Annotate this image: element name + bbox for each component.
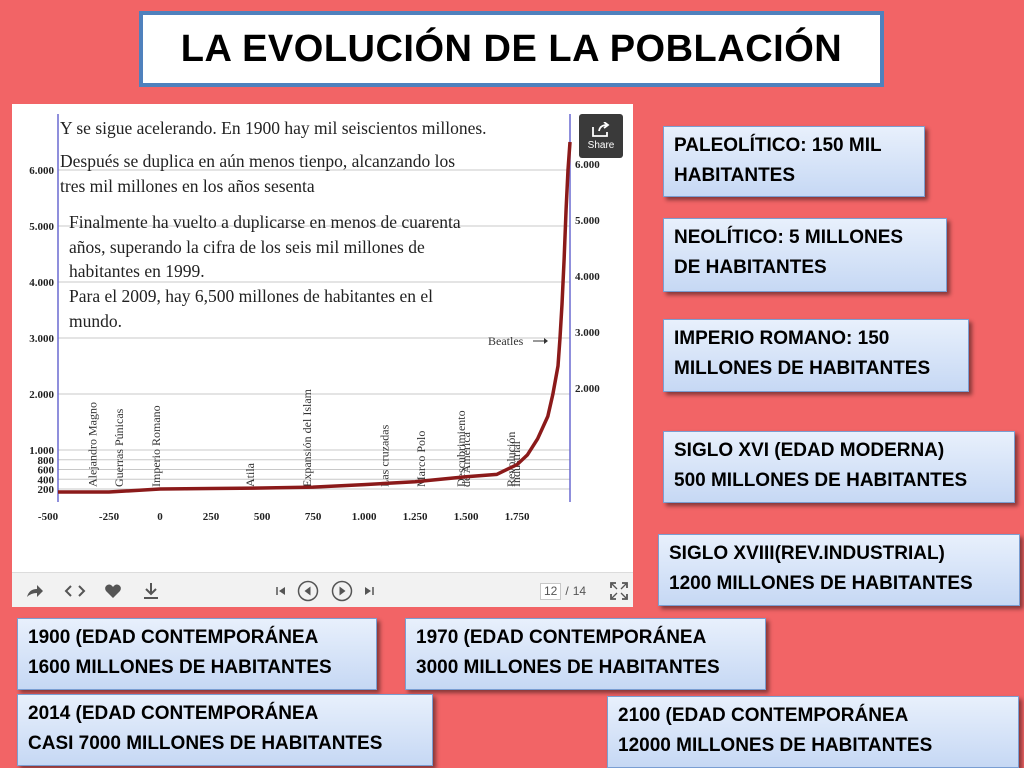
heart-icon[interactable] bbox=[102, 581, 124, 601]
chart-annotation: Y se sigue acelerando. En 1900 hay mil s… bbox=[60, 118, 487, 138]
x-tick-label: 750 bbox=[305, 511, 322, 523]
y-tick-label-right: 2.000 bbox=[575, 383, 600, 395]
x-tick-label: -500 bbox=[38, 511, 59, 523]
info-box-line1: NEOLÍTICO: 5 MILLONES bbox=[674, 227, 904, 248]
info-box-siglo-xviii: SIGLO XVIII(REV.INDUSTRIAL) 1200 MILLONE… bbox=[658, 534, 1020, 606]
info-box-line1: PALEOLÍTICO: 150 MIL bbox=[674, 135, 882, 156]
viewer-toolbar: 12 / 14 bbox=[12, 572, 633, 607]
event-label: de América bbox=[459, 431, 473, 487]
info-box-line1: IMPERIO ROMANO: 150 bbox=[674, 328, 890, 349]
event-label: Descubrimiento bbox=[454, 410, 468, 487]
info-box-line2: MILLONES DE HABITANTES bbox=[674, 358, 931, 379]
info-box-line2: 12000 MILLONES DE HABITANTES bbox=[618, 735, 933, 756]
slide-pager: 12 / 14 bbox=[540, 582, 586, 600]
x-tick-label: 1.250 bbox=[403, 511, 428, 523]
y-tick-label: 1.000 bbox=[29, 445, 54, 457]
embed-code-icon[interactable] bbox=[64, 581, 86, 601]
info-box-line1: SIGLO XVI (EDAD MODERNA) bbox=[674, 440, 945, 461]
y-tick-label: 800 bbox=[38, 455, 55, 467]
chart-annotation: Después se duplica en aún menos tienpo, … bbox=[60, 151, 455, 171]
current-slide-number[interactable]: 12 bbox=[540, 582, 562, 600]
info-box-line1: SIGLO XVIII(REV.INDUSTRIAL) bbox=[669, 543, 945, 564]
info-box-2014: 2014 (EDAD CONTEMPORÁNEA CASI 7000 MILLO… bbox=[17, 694, 433, 766]
event-label: Expansión del Islam bbox=[300, 388, 314, 487]
total-slides: 14 bbox=[572, 584, 587, 598]
info-box-line2: 1600 MILLONES DE HABITANTES bbox=[28, 657, 332, 678]
y-tick-label-right: 3.000 bbox=[575, 327, 600, 339]
y-tick-label: 5.000 bbox=[29, 221, 54, 233]
chart-annotation: habitantes en 1999. bbox=[69, 261, 205, 281]
y-tick-label: 2.000 bbox=[29, 389, 54, 401]
y-tick-label: 600 bbox=[38, 465, 55, 477]
last-slide-icon[interactable] bbox=[358, 581, 380, 601]
share-arrow-icon[interactable] bbox=[24, 581, 46, 601]
slide-embed-viewer: 6.000 5.000 4.000 3.000 2.000 1.000 800 600 400 2… bbox=[12, 104, 633, 607]
event-label: Las cruzadas bbox=[378, 424, 392, 487]
info-box-siglo-xvi: SIGLO XVI (EDAD MODERNA) 500 MILLONES DE… bbox=[663, 431, 1015, 503]
y-tick-label: 6.000 bbox=[29, 165, 54, 177]
share-label: Share bbox=[587, 139, 615, 151]
event-label: Alejandro Magno bbox=[86, 402, 100, 487]
y-tick-label-right: 5.000 bbox=[575, 215, 600, 227]
info-box-line2: DE HABITANTES bbox=[674, 257, 827, 278]
y-tick-label-right: 4.000 bbox=[575, 271, 600, 283]
info-box-line2: HABITANTES bbox=[674, 165, 796, 186]
event-label: Atila bbox=[243, 462, 257, 487]
event-label: Revolución bbox=[504, 432, 518, 487]
info-box-line1: 2014 (EDAD CONTEMPORÁNEA bbox=[28, 703, 319, 724]
info-box-neolitico: NEOLÍTICO: 5 MILLONES DE HABITANTES bbox=[663, 218, 947, 292]
chart-annotation: Finalmente ha vuelto a duplicarse en men… bbox=[69, 212, 461, 232]
event-label: Guerras Púnicas bbox=[112, 408, 126, 487]
x-tick-label: 0 bbox=[157, 511, 163, 523]
x-tick-label: 500 bbox=[254, 511, 271, 523]
chart-annotation: Para el 2009, hay 6,500 millones de habi… bbox=[69, 286, 433, 306]
y-tick-label: 400 bbox=[38, 474, 55, 486]
first-slide-icon[interactable] bbox=[270, 581, 292, 601]
event-label: Marco Polo bbox=[414, 431, 428, 487]
info-box-line1: 1900 (EDAD CONTEMPORÁNEA bbox=[28, 627, 319, 648]
chart-annotation: mundo. bbox=[69, 311, 122, 331]
info-box-line2: 1200 MILLONES DE HABITANTES bbox=[669, 573, 973, 594]
info-box-line2: 500 MILLONES DE HABITANTES bbox=[674, 470, 968, 491]
event-label: Imperio Romano bbox=[149, 405, 163, 487]
download-icon[interactable] bbox=[140, 581, 162, 601]
x-tick-label: 1.000 bbox=[352, 511, 377, 523]
info-box-paleolitico: PALEOLÍTICO: 150 MIL HABITANTES bbox=[663, 126, 925, 197]
info-box-1970: 1970 (EDAD CONTEMPORÁNEA 3000 MILLONES D… bbox=[405, 618, 766, 690]
previous-icon[interactable] bbox=[297, 580, 319, 602]
info-box-line2: 3000 MILLONES DE HABITANTES bbox=[416, 657, 720, 678]
population-chart: 6.0005.0004.0003.0002.0001.0008006004002… bbox=[29, 114, 600, 523]
chart-annotation: años, superando la cifra de los seis mil… bbox=[69, 237, 425, 257]
fullscreen-icon[interactable] bbox=[608, 581, 630, 601]
beatles-label: Beatles bbox=[488, 334, 524, 348]
next-icon[interactable] bbox=[331, 580, 353, 602]
share-icon bbox=[592, 121, 610, 137]
x-tick-label: 250 bbox=[203, 511, 220, 523]
share-button[interactable]: Share bbox=[579, 114, 623, 158]
x-tick-label: 1.500 bbox=[454, 511, 479, 523]
y-tick-label: 200 bbox=[38, 484, 55, 496]
x-tick-label: 1.750 bbox=[505, 511, 530, 523]
slide-title: LA EVOLUCIÓN DE LA POBLACIÓN bbox=[139, 11, 884, 87]
info-box-imperio-romano: IMPERIO ROMANO: 150 MILLONES DE HABITANT… bbox=[663, 319, 969, 392]
x-tick-label: -250 bbox=[99, 511, 120, 523]
info-box-1900: 1900 (EDAD CONTEMPORÁNEA 1600 MILLONES D… bbox=[17, 618, 377, 690]
population-line bbox=[58, 141, 572, 494]
y-tick-label: 3.000 bbox=[29, 333, 54, 345]
info-box-2100: 2100 (EDAD CONTEMPORÁNEA 12000 MILLONES … bbox=[607, 696, 1019, 768]
y-tick-label: 4.000 bbox=[29, 277, 54, 289]
info-box-line1: 1970 (EDAD CONTEMPORÁNEA bbox=[416, 627, 707, 648]
chart-annotation: tres mil millones en los años sesenta bbox=[60, 176, 315, 196]
beatles-arrowhead bbox=[544, 338, 548, 344]
pager-separator: / bbox=[565, 584, 569, 598]
info-box-line1: 2100 (EDAD CONTEMPORÁNEA bbox=[618, 705, 909, 726]
y-tick-label-right: 6.000 bbox=[575, 159, 600, 171]
info-box-line2: CASI 7000 MILLONES DE HABITANTES bbox=[28, 733, 383, 754]
